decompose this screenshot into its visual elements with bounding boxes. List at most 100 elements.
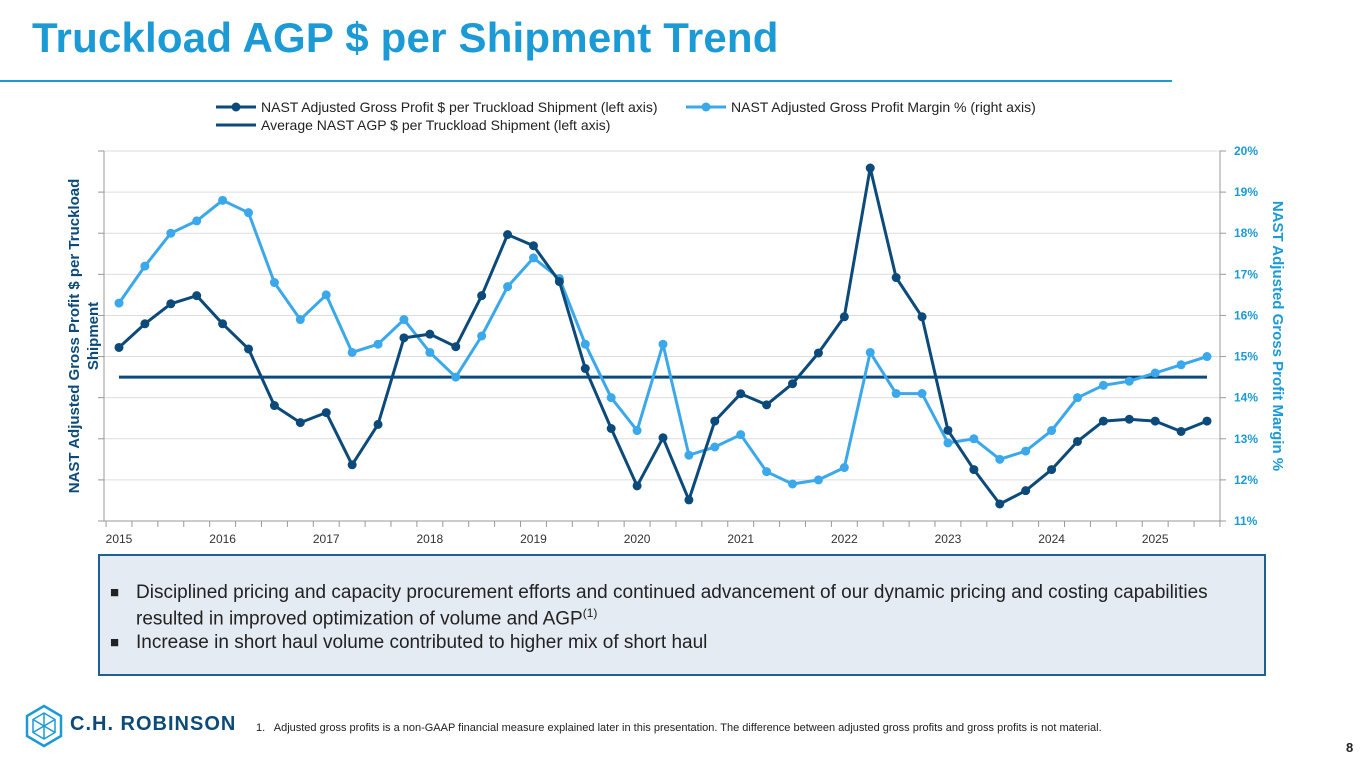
x-tick-label: 2018 <box>417 532 444 546</box>
agp-data-point <box>244 344 254 354</box>
agp-data-point <box>295 418 305 428</box>
margin-data-point <box>788 479 798 489</box>
margin-data-point <box>218 195 228 205</box>
agp-data-point <box>969 465 979 475</box>
margin-data-point <box>684 450 694 460</box>
legend-label-margin: NAST Adjusted Gross Profit Margin % (rig… <box>731 99 1036 115</box>
y-right-tick-label: 14% <box>1234 391 1258 405</box>
agp-data-point <box>192 291 202 301</box>
margin-data-point <box>451 372 461 382</box>
agp-data-point <box>788 379 798 389</box>
margin-data-point <box>399 315 409 325</box>
y-left-axis-title: NAST Adjusted Gross Profit $ per Trucklo… <box>66 179 102 494</box>
agp-data-point <box>218 319 228 329</box>
axes <box>98 150 1226 527</box>
agp-data-point <box>839 312 849 322</box>
margin-data-point <box>528 253 538 263</box>
margin-data-point <box>503 282 513 292</box>
gridlines <box>104 150 1220 522</box>
legend-swatch-agp-marker <box>231 102 241 112</box>
margin-data-point <box>347 347 357 357</box>
agp-data-point <box>1202 416 1212 426</box>
agp-data-point <box>451 342 461 352</box>
agp-data-point <box>580 364 590 374</box>
key-point-text: Increase in short haul volume contribute… <box>136 632 708 653</box>
y-right-axis-title: NAST Adjusted Gross Profit Margin % <box>1269 201 1286 471</box>
legend-label-average: Average NAST AGP $ per Truckload Shipmen… <box>261 117 610 133</box>
margin-data-point <box>114 298 124 308</box>
x-tick-label: 2021 <box>727 532 754 546</box>
margin-data-point <box>1047 426 1057 436</box>
agp-data-point <box>1150 416 1160 426</box>
margin-data-point <box>1098 380 1108 390</box>
agp-data-point <box>943 425 953 435</box>
margin-data-point <box>995 454 1005 464</box>
agp-data-point <box>762 400 772 410</box>
agp-data-point <box>503 230 513 240</box>
agp-data-point <box>917 312 927 322</box>
agp-data-point <box>1124 414 1134 424</box>
agp-data-point <box>477 291 487 301</box>
agp-data-point <box>554 277 564 287</box>
x-tick-label: 2025 <box>1142 532 1169 546</box>
margin-data-point <box>1124 376 1134 386</box>
agp-data-point <box>166 299 176 309</box>
margin-data-point <box>269 278 279 288</box>
agp-data-point <box>114 342 124 352</box>
y-right-axis-ticks: 11% 12% 13% 14% 15% 16% 17% 18% 19% 20% <box>1234 144 1258 528</box>
agp-data-point <box>813 348 823 358</box>
agp-data-point <box>736 389 746 399</box>
agp-data-point <box>658 433 668 443</box>
margin-data-point <box>710 442 720 452</box>
title-divider <box>0 80 1172 82</box>
legend-label-agp: NAST Adjusted Gross Profit $ per Trucklo… <box>261 99 658 115</box>
margin-data-point <box>166 228 176 238</box>
agp-data-point <box>1098 416 1108 426</box>
footnote-ref: (1) <box>582 606 598 620</box>
margin-data-point <box>1202 352 1212 362</box>
margin-data-point <box>321 290 331 300</box>
x-tick-label: 2019 <box>520 532 547 546</box>
y-right-tick-label: 16% <box>1234 308 1258 322</box>
bullet-square-icon: ■ <box>110 584 120 601</box>
y-right-tick-label: 18% <box>1234 226 1258 240</box>
margin-data-point <box>917 389 927 399</box>
key-point-item: ■ Disciplined pricing and capacity procu… <box>110 582 1246 630</box>
series-group <box>114 163 1212 509</box>
agp-data-point <box>684 495 694 505</box>
margin-data-point <box>295 315 305 325</box>
x-tick-label: 2024 <box>1038 532 1065 546</box>
margin-data-point <box>865 347 875 357</box>
x-tick-label: 2017 <box>313 532 340 546</box>
y-right-tick-label: 15% <box>1234 350 1258 364</box>
y-right-tick-label: 13% <box>1234 432 1258 446</box>
x-tick-label: 2015 <box>106 532 133 546</box>
margin-data-point <box>477 331 487 341</box>
margin-data-point <box>606 393 616 403</box>
footnote: 1. Adjusted gross profits is a non-GAAP … <box>256 722 1102 734</box>
legend: NAST Adjusted Gross Profit $ per Trucklo… <box>216 99 1036 133</box>
agp-data-point <box>269 401 279 411</box>
agp-data-point <box>140 319 150 329</box>
margin-data-point <box>425 347 435 357</box>
agp-data-point <box>632 481 642 491</box>
margin-data-point <box>969 434 979 444</box>
margin-data-point <box>762 467 772 477</box>
margin-data-point <box>140 261 150 271</box>
page-title: Truckload AGP $ per Shipment Trend <box>32 14 779 61</box>
agp-data-point <box>1021 486 1031 496</box>
x-tick-label: 2016 <box>209 532 236 546</box>
agp-data-point <box>891 273 901 283</box>
y-right-tick-label: 17% <box>1234 267 1258 281</box>
key-point-text: Disciplined pricing and capacity procure… <box>136 582 1208 630</box>
margin-data-point <box>658 339 668 349</box>
page-number: 8 <box>1346 740 1354 755</box>
agp-data-point <box>606 424 616 433</box>
agp-data-point <box>865 163 875 173</box>
x-tick-label: 2023 <box>935 532 962 546</box>
agp-trend-chart: NAST Adjusted Gross Profit $ per Trucklo… <box>66 99 1286 546</box>
margin-data-point <box>891 389 901 399</box>
agp-data-point <box>710 416 720 426</box>
y-right-tick-label: 11% <box>1234 514 1258 528</box>
bullet-square-icon: ■ <box>110 634 120 651</box>
